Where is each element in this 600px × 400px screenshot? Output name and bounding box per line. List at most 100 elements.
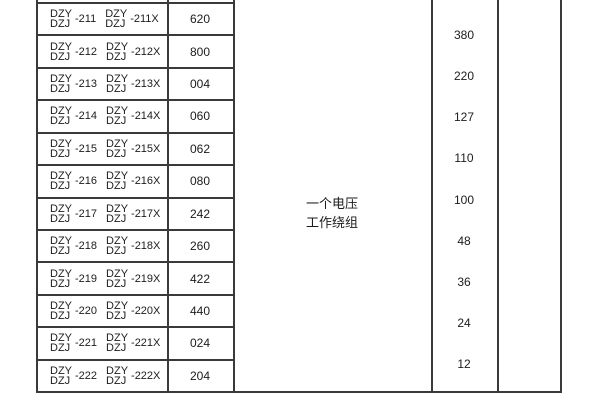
table-border-right xyxy=(560,0,562,393)
voltage-value: 127 xyxy=(453,110,475,125)
value-cell: 260 xyxy=(189,239,211,254)
series-top: DZY xyxy=(106,40,129,53)
series-stack: DZY DZJ xyxy=(106,40,129,62)
series-top: DZY xyxy=(50,267,72,280)
series-bottom: DZJ xyxy=(50,83,71,96)
model-cell: DZY DZJ -217 DZY DZJ -217X xyxy=(38,199,167,229)
series-bottom: DZJ xyxy=(50,245,71,258)
model-cell: DZY DZJ -222 DZY DZJ -222X xyxy=(38,361,167,391)
series-stack: DZY DZJ xyxy=(50,365,72,387)
value-cell: 242 xyxy=(189,206,211,221)
series-top: DZY xyxy=(50,235,72,248)
model-rows-section: DZY DZJ -211 DZY DZJ -211X 620 DZY DZJ -212… xyxy=(38,2,233,391)
value-cell: 440 xyxy=(189,304,211,318)
value-cell: 004 xyxy=(189,77,211,92)
series-top: DZY xyxy=(106,73,129,86)
model-suffix: -212 xyxy=(75,45,98,58)
table-border-left xyxy=(36,0,38,393)
winding-label-line1: 一个电压 xyxy=(305,196,358,211)
model-suffix-x: -219X xyxy=(131,272,161,285)
model-cell: DZY DZJ -221 DZY DZJ -221X xyxy=(38,328,167,358)
series-top: DZY xyxy=(106,364,129,377)
model-suffix-x: -220X xyxy=(131,305,161,317)
value-cell: 024 xyxy=(189,336,211,351)
model-suffix-x: -214X xyxy=(131,110,161,123)
series-bottom: DZJ xyxy=(105,18,126,31)
model-suffix: -219 xyxy=(75,272,98,285)
model-cell: DZY DZJ -219 DZY DZJ -219X xyxy=(38,263,167,293)
series-stack: DZY DZJ xyxy=(106,267,129,290)
series-top: DZY xyxy=(50,40,72,53)
series-top: DZY xyxy=(50,8,72,21)
series-stack: DZY DZJ xyxy=(50,8,72,31)
table-row: DZY DZJ -213 DZY DZJ -213X 004 xyxy=(38,69,233,102)
series-top: DZY xyxy=(50,73,72,86)
model-suffix: -213 xyxy=(75,78,98,91)
voltage-value: 24 xyxy=(457,315,471,330)
series-stack: DZY DZJ xyxy=(50,267,72,290)
model-suffix-x: -212X xyxy=(131,45,161,58)
model-cell: DZY DZJ -215 DZY DZJ -215X xyxy=(38,134,167,164)
series-stack: DZY DZJ xyxy=(106,202,129,225)
model-suffix: -215 xyxy=(75,142,98,155)
series-top: DZY xyxy=(50,170,72,183)
table-row: DZY DZJ -212 DZY DZJ -212X 800 xyxy=(38,36,233,69)
model-suffix: -221 xyxy=(75,337,98,350)
series-top: DZY xyxy=(106,300,129,312)
series-stack: DZY DZJ xyxy=(50,73,72,96)
column-divider-1 xyxy=(167,0,169,393)
series-stack: DZY DZJ xyxy=(106,332,129,354)
value-cell: 800 xyxy=(189,44,211,59)
series-top: DZY xyxy=(50,300,72,312)
series-top: DZY xyxy=(50,332,72,345)
series-bottom: DZJ xyxy=(106,310,127,322)
series-bottom: DZJ xyxy=(106,212,127,225)
series-top: DZY xyxy=(106,202,129,215)
series-stack: DZY DZJ xyxy=(106,364,129,386)
series-bottom: DZJ xyxy=(50,374,71,387)
column-divider-2 xyxy=(233,0,235,393)
value-cell: 620 xyxy=(189,12,211,27)
series-top: DZY xyxy=(106,170,129,183)
model-cell: DZY DZJ -213 DZY DZJ -213X xyxy=(38,69,167,99)
series-stack: DZY DZJ xyxy=(50,332,72,354)
series-bottom: DZJ xyxy=(50,147,71,160)
series-bottom: DZJ xyxy=(50,277,71,290)
series-top: DZY xyxy=(106,332,129,345)
series-bottom: DZJ xyxy=(106,83,127,96)
series-bottom: DZJ xyxy=(50,115,71,128)
value-cell: 062 xyxy=(189,141,211,156)
model-suffix: -216 xyxy=(75,175,98,188)
winding-label-line2: 工作绕组 xyxy=(305,215,358,230)
table-row: DZY DZJ -211 DZY DZJ -211X 620 xyxy=(38,4,233,37)
column-divider-3 xyxy=(431,0,433,393)
series-top: DZY xyxy=(106,137,129,150)
model-suffix-x: -222X xyxy=(131,369,161,382)
series-bottom: DZJ xyxy=(106,115,127,128)
table-row: DZY DZJ -217 DZY DZJ -217X 242 xyxy=(38,199,233,231)
voltage-value: 12 xyxy=(457,357,471,371)
series-top: DZY xyxy=(106,267,129,280)
table-border-bottom xyxy=(36,391,562,393)
value-cell: 204 xyxy=(189,368,211,383)
model-cell: DZY DZJ -218 DZY DZJ -218X xyxy=(38,231,167,261)
model-cell: DZY DZJ -214 DZY DZJ -214X xyxy=(38,101,167,131)
model-suffix: -214 xyxy=(75,110,98,123)
series-stack: DZY DZJ xyxy=(50,170,72,192)
value-cell: 060 xyxy=(189,109,211,124)
voltage-column-cell: 380 220 127 110 100 48 36 24 12 xyxy=(433,0,495,393)
series-stack: DZY DZJ xyxy=(50,40,72,63)
series-bottom: DZJ xyxy=(106,277,127,290)
series-stack: DZY DZJ xyxy=(106,73,129,96)
series-bottom: DZJ xyxy=(50,18,71,31)
model-suffix: -211 xyxy=(75,13,97,26)
series-stack: DZY DZJ xyxy=(50,138,72,160)
series-bottom: DZJ xyxy=(106,245,127,258)
voltage-value: 48 xyxy=(457,233,471,248)
voltage-value: 36 xyxy=(457,274,471,289)
series-bottom: DZJ xyxy=(50,50,71,63)
series-stack: DZY DZJ xyxy=(50,203,72,224)
winding-label-cell: 一个电压 工作绕组 xyxy=(235,197,429,229)
series-top: DZY xyxy=(105,8,128,21)
